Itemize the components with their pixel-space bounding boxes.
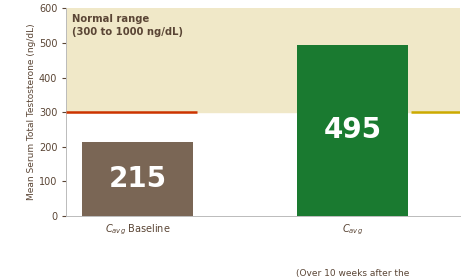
Bar (66, 8, 460, 112)
Text: $C_{avg}$ Baseline: $C_{avg}$ Baseline (105, 222, 171, 237)
Bar (82, 142, 193, 216)
Text: (Over 10 weeks after the
third AVEED® injection): (Over 10 weeks after the third AVEED® in… (296, 269, 409, 277)
Text: Normal range
(300 to 1000 ng/dL): Normal range (300 to 1000 ng/dL) (72, 14, 182, 37)
Y-axis label: Mean Serum Total Testosterone (ng/dL): Mean Serum Total Testosterone (ng/dL) (27, 24, 36, 201)
Text: 215: 215 (109, 165, 167, 193)
Text: 495: 495 (323, 116, 382, 144)
Text: $C_{avg}$: $C_{avg}$ (342, 222, 363, 237)
Bar (297, 45, 408, 216)
